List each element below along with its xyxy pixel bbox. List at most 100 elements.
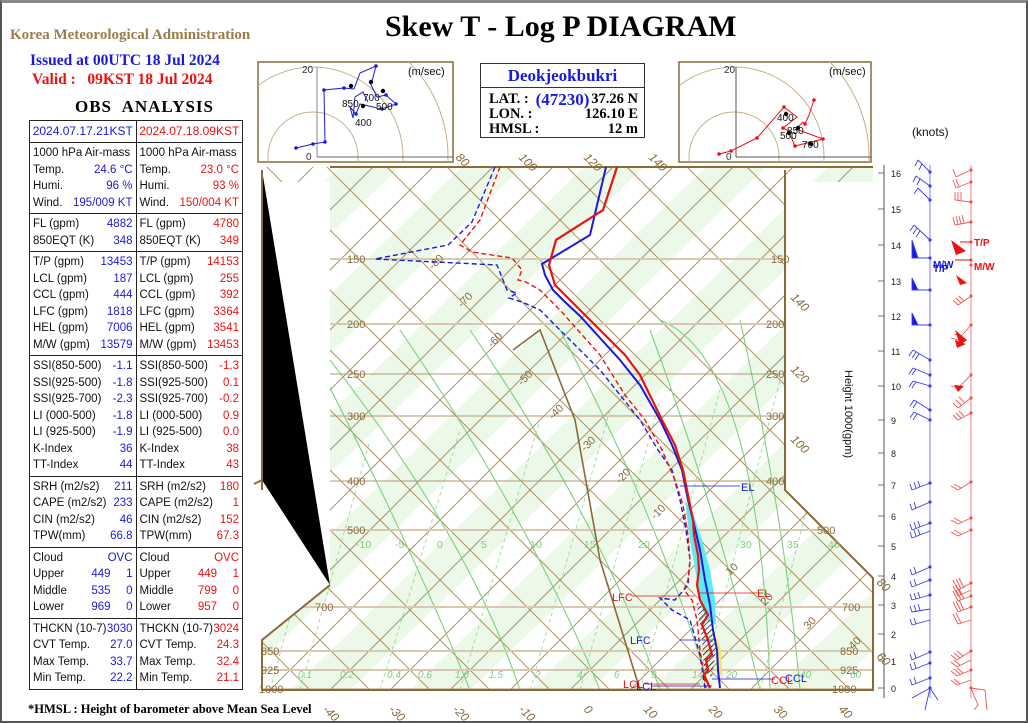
svg-text:10: 10: [891, 382, 901, 392]
srh-label: SRH (m2/s2): [139, 480, 206, 493]
cloud-value: OVC: [107, 551, 133, 564]
temp-line-curr: [547, 166, 714, 689]
svg-text:15: 15: [891, 205, 901, 215]
k-index-label: K-Index: [33, 442, 73, 455]
lower-label: Lower: [33, 601, 65, 613]
prev-time: 2024.07.17.21KST: [30, 121, 137, 142]
sounding-lines: [374, 166, 775, 689]
svg-text:14: 14: [891, 241, 901, 251]
temp-value: 24.6: [94, 163, 117, 176]
li-925-500-label: LI (925-500): [139, 426, 203, 438]
lon-label: LON. :: [489, 106, 533, 122]
isobars: [262, 258, 873, 671]
wind-value: 150/004: [179, 196, 222, 209]
cloud-curr: Cloud OVC Upper 449 1 Middle 799 0 Lower 957 0: [137, 548, 243, 618]
tp-value: 14153: [207, 256, 239, 268]
hel-label: HEL (gpm): [139, 322, 195, 334]
cloud-label: Cloud: [139, 551, 170, 564]
svg-text:925: 925: [261, 665, 279, 677]
upper-label: Upper: [139, 568, 171, 580]
svg-text:4: 4: [577, 670, 583, 681]
svg-text:300: 300: [766, 411, 784, 423]
svg-text:200: 200: [347, 319, 365, 331]
energy-curr: SRH (m2/s2) 180 CAPE (m2/s2) 1 CIN (m2/s2)…: [137, 477, 243, 547]
max-temp-label: Max Temp.: [139, 655, 196, 668]
hodo-curr-tick-20: 20: [724, 65, 736, 76]
levels-section: T/P (gpm) 13453 LCL (gpm) 187 CCL (gpm) 444…: [30, 252, 242, 356]
wind-profile-unit: (knots): [912, 125, 949, 139]
pressure-labels: 150 150 200 200 250 250 300 300 400 400 500 50…: [259, 254, 860, 696]
temp-line-prev: [540, 166, 721, 689]
svg-text:1.5: 1.5: [489, 670, 503, 681]
li-000-500-label: LI (000-500): [33, 409, 96, 422]
hel-value: 7006: [106, 322, 133, 334]
svg-text:20: 20: [638, 539, 650, 551]
lcl-value: 255: [219, 272, 239, 285]
svg-text:CCL: CCL: [771, 675, 793, 687]
svg-text:120: 120: [788, 362, 812, 386]
svg-text:10: 10: [530, 539, 542, 551]
marker-mw-prev: M/W: [933, 260, 954, 271]
middle-height: 799: [197, 584, 217, 597]
svg-text:150: 150: [771, 254, 789, 266]
tp-label: T/P (gpm): [33, 256, 84, 268]
cvt-temp-label: CVT Temp.: [33, 639, 91, 651]
svg-text:7: 7: [891, 481, 896, 491]
max-temp-value: 33.7: [110, 655, 133, 668]
svg-text:12: 12: [891, 312, 901, 322]
middle-amount: 0: [126, 584, 133, 597]
lcl-label: LCL (gpm): [33, 272, 87, 285]
tpw-value: 67.3: [216, 530, 239, 542]
lower-amount: 0: [232, 601, 239, 613]
hel-value: 3541: [213, 322, 239, 334]
humi-unit: %: [228, 180, 239, 192]
svg-text:0: 0: [581, 702, 596, 717]
svg-text:20: 20: [705, 702, 725, 722]
hodo-curr-label-400: 400: [777, 113, 794, 124]
mw-value: 13453: [207, 338, 239, 351]
temperature-section: THCKN (10-7) 3030 CVT Temp. 27.0 Max Temp.…: [30, 618, 243, 689]
ssi-850-500-label: SSI(850-500): [139, 360, 208, 372]
lfc-label: LFC (gpm): [139, 305, 195, 318]
thckn-value: 3024: [213, 622, 239, 635]
li-925-500-value: -1.9: [112, 426, 133, 438]
hodo-prev-tick-0: 0: [306, 152, 312, 163]
middle-amount: 0: [232, 584, 239, 597]
tp-label: T/P (gpm): [139, 256, 191, 268]
lfc-label: LFC (gpm): [33, 305, 88, 318]
tpw-label: TPW(mm): [139, 530, 192, 542]
svg-text:700: 700: [315, 602, 333, 614]
lower-amount: 0: [126, 601, 133, 613]
svg-text:500: 500: [347, 525, 365, 537]
hodograph-curr: 20 0 (m/sec) 400 850 500 700: [678, 61, 872, 163]
svg-text:8: 8: [891, 449, 896, 459]
page-title: Skew T - Log P DIAGRAM: [385, 10, 737, 43]
fl-value: 4780: [213, 218, 239, 230]
svg-text:6: 6: [891, 512, 896, 522]
eqt850-value: 348: [113, 234, 133, 247]
middle-label: Middle: [139, 584, 174, 597]
svg-text:400: 400: [347, 476, 365, 488]
hodo-curr-tick-0: 0: [726, 152, 732, 163]
dewpoint-line-prev: [374, 166, 706, 689]
svg-text:-20: -20: [450, 702, 472, 723]
eqt850-label: 850EQT (K): [33, 234, 95, 247]
lower-height: 969: [91, 601, 111, 613]
svg-text:0.2: 0.2: [340, 670, 354, 681]
tt-index-value: 43: [226, 459, 239, 471]
height-axis-label: Height 1000(gpm): [842, 370, 854, 458]
svg-text:16: 16: [891, 169, 901, 179]
humi-label: Humi.: [33, 180, 64, 192]
hodo-curr-label-500: 500: [780, 131, 797, 142]
temperature-curr: THCKN (10-7) 3024 CVT Temp. 24.3 Max Temp.…: [137, 619, 243, 689]
humi-label: Humi.: [139, 180, 170, 192]
svg-text:13: 13: [891, 277, 901, 287]
stability-prev: SSI(850-500) -1.1 SSI(925-500) -1.8 SSI(92…: [30, 356, 137, 476]
tt-index-label: TT-Index: [33, 459, 79, 471]
middle-label: Middle: [33, 584, 67, 597]
tpw-value: 66.8: [110, 530, 133, 542]
svg-text:-5: -5: [395, 539, 404, 551]
wind-unit: KT: [117, 196, 133, 209]
height-ticks: 16 15 14 13 12 11 10 9 8 7 6 5 4 3 2 1 0: [891, 169, 901, 694]
cin-area: [696, 600, 716, 678]
